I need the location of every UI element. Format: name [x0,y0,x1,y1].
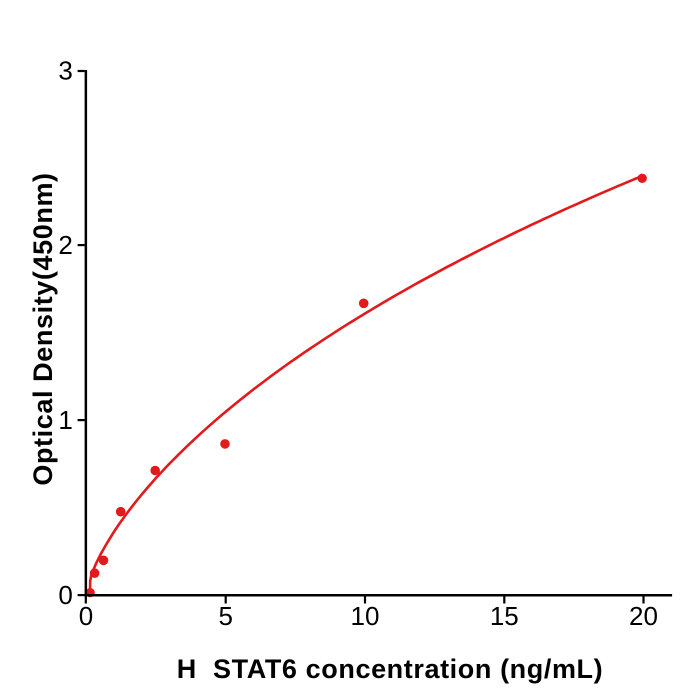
svg-text:15: 15 [490,601,519,631]
svg-text:0: 0 [58,580,72,610]
svg-text:20: 20 [629,601,658,631]
svg-text:5: 5 [218,601,232,631]
svg-text:Optical Density(450nm): Optical Density(450nm) [28,172,58,485]
svg-text:0: 0 [79,601,93,631]
svg-text:H STAT6 concentration (ng/mL): H STAT6 concentration (ng/mL) [177,654,604,684]
svg-text:3: 3 [58,56,72,86]
svg-text:10: 10 [351,601,380,631]
svg-text:2: 2 [58,230,72,260]
svg-text:1: 1 [58,405,72,435]
